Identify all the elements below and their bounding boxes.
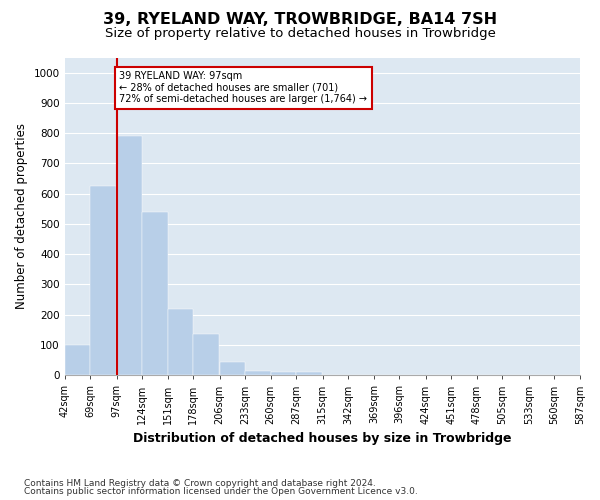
Text: Contains HM Land Registry data © Crown copyright and database right 2024.: Contains HM Land Registry data © Crown c… [24,478,376,488]
Bar [193,334,219,376]
Bar [167,308,193,376]
Bar [116,136,142,376]
X-axis label: Distribution of detached houses by size in Trowbridge: Distribution of detached houses by size … [133,432,512,445]
Bar [296,372,322,376]
Text: Contains public sector information licensed under the Open Government Licence v3: Contains public sector information licen… [24,487,418,496]
Bar [90,186,116,376]
Bar [245,370,271,376]
Text: Size of property relative to detached houses in Trowbridge: Size of property relative to detached ho… [104,28,496,40]
Bar [142,212,167,376]
Y-axis label: Number of detached properties: Number of detached properties [15,124,28,310]
Text: 39, RYELAND WAY, TROWBRIDGE, BA14 7SH: 39, RYELAND WAY, TROWBRIDGE, BA14 7SH [103,12,497,28]
Bar [65,345,90,376]
Text: 39 RYELAND WAY: 97sqm
← 28% of detached houses are smaller (701)
72% of semi-det: 39 RYELAND WAY: 97sqm ← 28% of detached … [119,71,367,104]
Bar [271,372,296,376]
Bar [220,362,245,376]
